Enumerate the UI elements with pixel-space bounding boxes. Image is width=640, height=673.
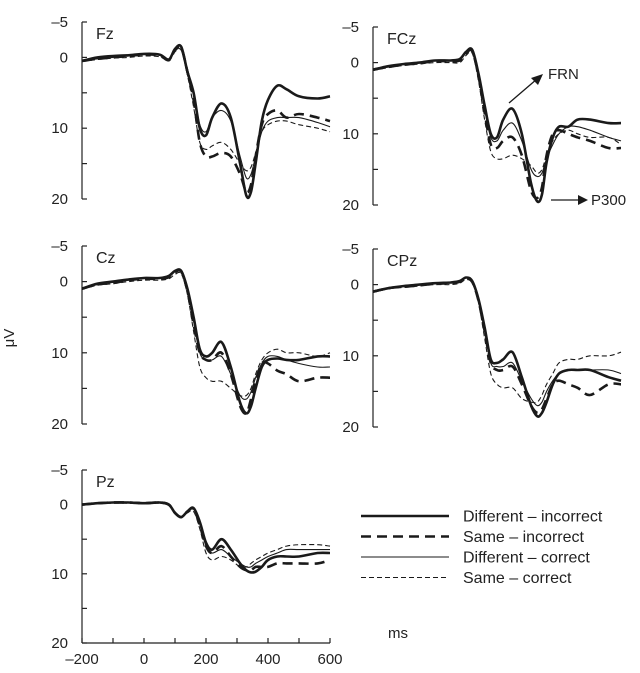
series-line-3 (81, 48, 331, 172)
series-line-2 (81, 45, 331, 180)
panel-title: CPz (387, 253, 417, 270)
series-line-2 (81, 501, 330, 568)
y-tick-label: 0 (60, 497, 68, 514)
p300-label: P300 (591, 192, 626, 209)
series-line-1 (372, 276, 622, 415)
x-tick-label: 200 (193, 651, 218, 668)
y-tick-label: 10 (51, 120, 68, 137)
series-line-0 (81, 43, 331, 200)
x-tick-label: 400 (255, 651, 280, 668)
legend-label: Different – correct (463, 550, 590, 567)
y-tick-label: 10 (342, 348, 359, 365)
x-axis-title: ms (388, 625, 408, 642)
annotation-frn: FRN (508, 66, 579, 104)
y-axis-title: μV (1, 329, 18, 348)
panel-title: Pz (96, 474, 115, 491)
frn-label: FRN (548, 66, 579, 83)
series-line-1 (81, 45, 331, 194)
frn-arrow-head (531, 74, 543, 85)
frn-arrow-line (508, 78, 538, 104)
panel-title: Fz (96, 26, 114, 43)
panel-pz: –5 0 10 20–200 0 200 400 600 Pz (51, 462, 342, 668)
series-line-0 (81, 501, 331, 574)
series-line-3 (372, 51, 622, 174)
y-tick-label: 20 (342, 197, 359, 214)
legend-label: Different – incorrect (463, 509, 603, 526)
y-tick-label: 0 (60, 49, 68, 66)
panel-fcz: –5 0 10 20 FCz (342, 19, 622, 214)
series-line-1 (81, 501, 331, 573)
series-line-0 (372, 276, 622, 418)
legend: Different – incorrect Same – incorrect Dif… (361, 509, 603, 587)
series-line-3 (81, 271, 331, 397)
panel-fz: –5 0 10 20 Fz (51, 14, 331, 208)
y-tick-label: 10 (342, 126, 359, 143)
y-tick-label: –5 (342, 19, 359, 36)
series-line-1 (372, 48, 622, 200)
x-tick-label: 0 (140, 651, 148, 668)
series-line-2 (81, 268, 331, 400)
y-tick-label: 20 (51, 635, 68, 652)
annotation-p300: P300 (551, 192, 626, 209)
panel-title: FCz (387, 31, 416, 48)
series-line-3 (81, 502, 331, 569)
series-line-0 (372, 47, 622, 204)
series-line-1 (81, 268, 331, 415)
x-tick-label: –200 (65, 651, 98, 668)
panel-title: Cz (96, 250, 116, 267)
y-tick-label: –5 (51, 14, 68, 31)
panel-cpz: –5 0 10 20 CPz (342, 241, 622, 436)
y-tick-label: 20 (51, 191, 68, 208)
y-tick-label: –5 (342, 241, 359, 258)
y-tick-label: 10 (51, 566, 68, 583)
series-line-3 (372, 279, 622, 404)
legend-label: Same – incorrect (463, 529, 584, 546)
x-tick-label: 600 (317, 651, 342, 668)
y-tick-label: –5 (51, 462, 68, 479)
series-line-2 (372, 48, 622, 178)
y-tick-label: –5 (51, 238, 68, 255)
y-tick-label: 0 (60, 274, 68, 291)
legend-label: Same – correct (463, 570, 572, 587)
series-line-2 (372, 276, 622, 407)
series-line-0 (81, 268, 331, 415)
p300-arrow-head (578, 195, 588, 205)
panel-cz: –5 0 10 20 Cz (51, 238, 331, 433)
y-tick-label: 20 (51, 416, 68, 433)
y-tick-label: 0 (351, 55, 359, 72)
y-tick-label: 0 (351, 277, 359, 294)
y-tick-label: 10 (51, 345, 68, 362)
y-tick-label: 20 (342, 419, 359, 436)
